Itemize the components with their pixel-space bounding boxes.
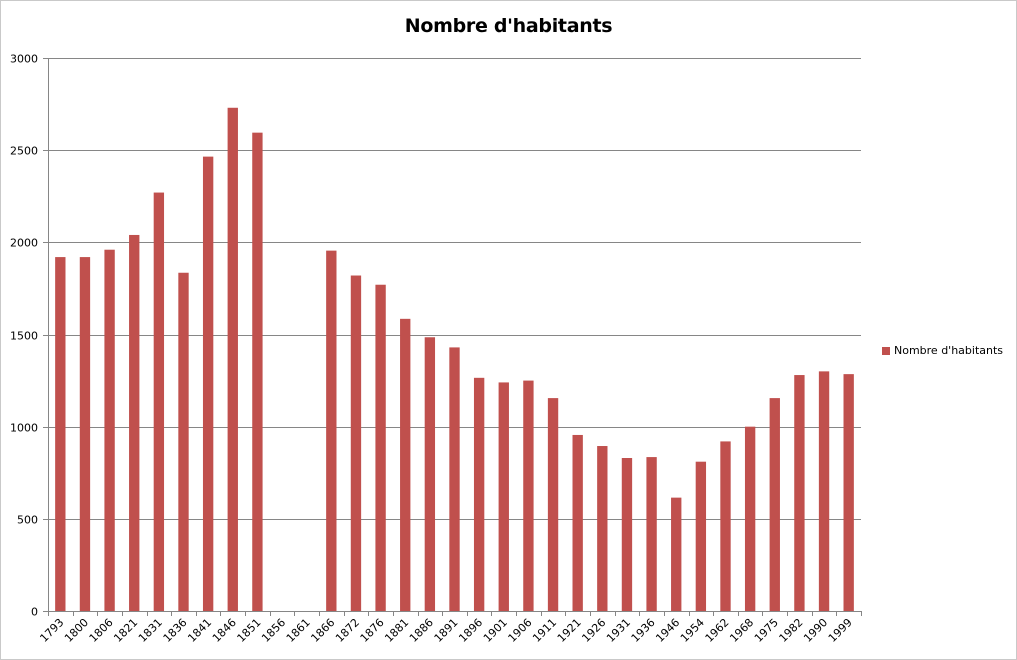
x-tick-label: 1901 [481, 616, 510, 645]
x-tick-label: 1891 [432, 616, 461, 645]
x-tick-label: 1846 [210, 616, 239, 645]
legend-label: Nombre d'habitants [894, 344, 1004, 357]
bar [597, 446, 608, 611]
bar [498, 382, 509, 611]
y-tick-label: 500 [17, 514, 38, 527]
bar [646, 457, 657, 611]
x-tick-label: 1968 [727, 616, 756, 645]
bar [424, 337, 436, 611]
x-tick-label: 1841 [185, 616, 214, 645]
bar [695, 461, 707, 611]
bar [621, 458, 633, 611]
x-tick-label: 1926 [579, 616, 608, 645]
x-tick-label: 1851 [235, 616, 264, 645]
x-tick-label: 1906 [506, 616, 535, 645]
bar [326, 250, 337, 611]
bar [572, 434, 583, 611]
bar [375, 284, 386, 611]
bar [79, 257, 91, 611]
y-tick-label: 0 [31, 606, 38, 619]
y-tick-label: 2000 [10, 237, 38, 250]
x-tick-label: 1936 [629, 616, 658, 645]
legend-swatch [882, 346, 890, 355]
bar [473, 377, 485, 611]
bar [449, 347, 460, 611]
x-tick-label: 1821 [111, 616, 140, 645]
bar [744, 426, 756, 611]
x-tick-label: 1793 [37, 616, 66, 645]
y-tick-label: 1500 [10, 330, 38, 343]
x-tick-label: 1975 [752, 616, 781, 645]
bar [178, 272, 189, 611]
x-tick-label: 1962 [703, 616, 732, 645]
bar [129, 234, 140, 611]
bar [818, 371, 830, 611]
x-tick-label: 1911 [530, 616, 559, 645]
x-tick-label: 1831 [136, 616, 165, 645]
bar [104, 249, 115, 611]
bar [153, 192, 165, 611]
bar [671, 497, 682, 611]
bar [400, 318, 411, 611]
legend: Nombre d'habitants [882, 344, 1003, 357]
x-tick-label: 1921 [555, 616, 584, 645]
y-tick-label: 3000 [10, 53, 38, 66]
x-tick-label: 1876 [358, 616, 387, 645]
x-tick-label: 1861 [284, 616, 313, 645]
bar [547, 398, 559, 611]
x-tick-label: 1886 [407, 616, 436, 645]
y-tick-labels: 0 500 1000 1500 2000 2500 3000 [10, 53, 38, 619]
x-tick-label: 1954 [678, 616, 707, 645]
bar [720, 441, 731, 611]
x-tick-label: 1866 [308, 616, 337, 645]
axes [43, 58, 862, 616]
y-tick-label: 2500 [10, 145, 38, 158]
bars [55, 107, 854, 612]
bar [55, 257, 66, 611]
x-tick-labels: 1793180018061821183118361841184618511856… [37, 616, 854, 645]
bar [769, 398, 780, 611]
x-tick-label: 1896 [456, 616, 485, 645]
bar [843, 374, 854, 611]
x-tick-label: 1872 [333, 616, 362, 645]
bar [252, 132, 263, 611]
chart-title: Nombre d'habitants [404, 15, 613, 37]
bar [350, 275, 362, 611]
x-tick-label: 1881 [382, 616, 411, 645]
y-tick-label: 1000 [10, 422, 38, 435]
bar [523, 380, 534, 611]
x-tick-label: 1931 [604, 616, 633, 645]
x-tick-label: 1999 [826, 616, 855, 645]
x-tick-label: 1836 [161, 616, 190, 645]
x-tick-label: 1990 [801, 616, 830, 645]
x-tick-label: 1800 [62, 616, 91, 645]
x-tick-label: 1806 [87, 616, 116, 645]
x-tick-label: 1856 [259, 616, 288, 645]
x-tick-label: 1946 [653, 616, 682, 645]
x-tick-label: 1982 [777, 616, 806, 645]
bar [794, 375, 805, 611]
bar [227, 107, 238, 612]
bar [202, 156, 214, 611]
